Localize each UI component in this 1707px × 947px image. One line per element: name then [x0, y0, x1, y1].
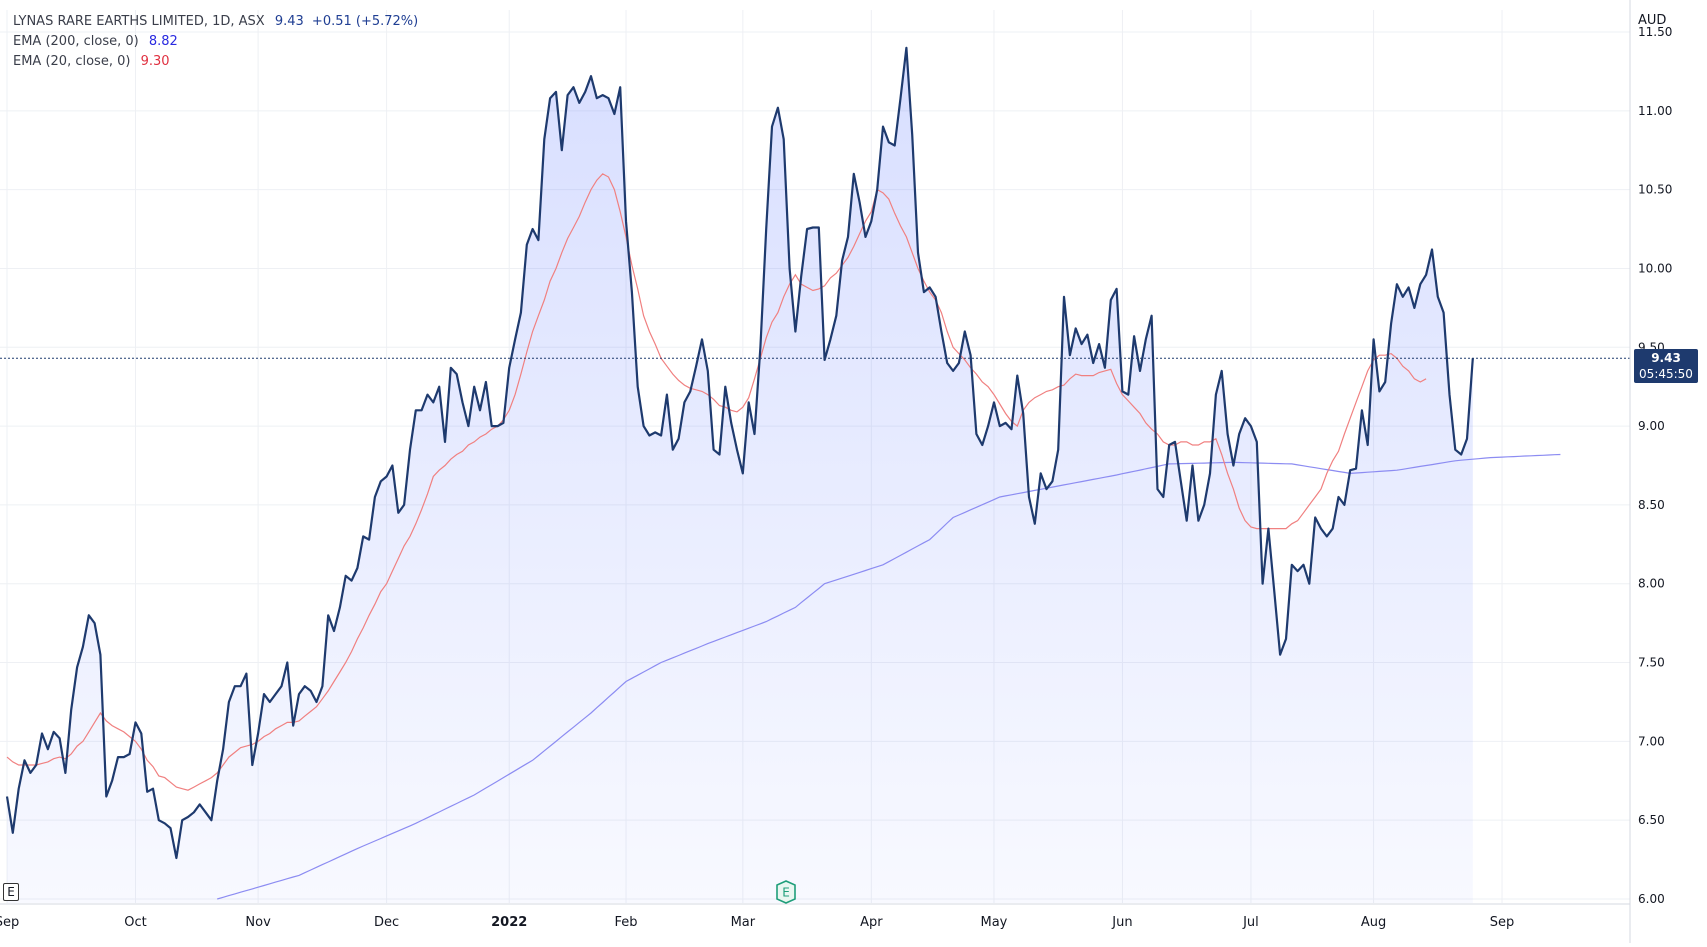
y-tick-label: 7.50 — [1638, 656, 1665, 670]
price-axis[interactable]: 6.006.507.007.508.008.509.009.5010.0010.… — [1629, 0, 1672, 943]
earnings-marker-icon[interactable]: E — [775, 880, 797, 904]
last-price-tag-value: 9.43 — [1651, 351, 1681, 366]
y-tick-label: 10.00 — [1638, 261, 1672, 275]
last-price-tag: 9.43 05:45:50 — [1634, 349, 1698, 384]
legend-ema20-row[interactable]: EMA (20, close, 0) 9.30 — [13, 52, 418, 72]
x-tick-label: Feb — [615, 915, 638, 930]
ema200-label: EMA (200, close, 0) — [13, 34, 139, 49]
x-tick-label: Mar — [731, 915, 756, 930]
y-tick-label: 7.00 — [1638, 734, 1665, 748]
x-tick-label: Jun — [1111, 915, 1132, 930]
legend-symbol-row[interactable]: LYNAS RARE EARTHS LIMITED, 1D, ASX 9.43 … — [13, 12, 418, 32]
price-area-fill — [7, 47, 1473, 904]
ema200-line — [217, 453, 1561, 900]
x-tick-label: Sep — [1490, 915, 1515, 930]
x-tick-label: Aug — [1361, 915, 1386, 930]
bar-countdown: 05:45:50 — [1639, 367, 1693, 382]
y-tick-label: 6.50 — [1638, 813, 1665, 827]
y-tick-label: 11.50 — [1638, 25, 1672, 39]
x-tick-label: Oct — [124, 915, 146, 930]
ema20-value: 9.30 — [140, 54, 170, 69]
x-tick-label: Apr — [860, 915, 883, 930]
ema20-line — [6, 173, 1427, 791]
y-tick-label: 11.00 — [1638, 104, 1672, 118]
time-axis[interactable]: Sep Oct Nov Dec 2022 Feb Mar Apr May Jun Jul Aug Sep — [0, 903, 1630, 930]
y-tick-label: 8.00 — [1638, 577, 1665, 591]
symbol-title: LYNAS RARE EARTHS LIMITED, 1D, ASX — [13, 14, 265, 29]
x-tick-label: Nov — [245, 915, 271, 930]
x-tick-label: Dec — [374, 915, 399, 930]
ema20-series — [6, 173, 1427, 791]
ema200-value: 8.82 — [148, 34, 178, 49]
legend-ema200-row[interactable]: EMA (200, close, 0) 8.82 — [13, 32, 418, 52]
x-tick-label: Sep — [0, 915, 19, 930]
y-tick-label: 10.50 — [1638, 183, 1672, 197]
x-tick-label: 2022 — [491, 915, 527, 930]
ema200-series — [217, 453, 1561, 900]
price-series — [5, 46, 1474, 860]
x-tick-label: May — [981, 915, 1008, 930]
x-tick-label: Jul — [1242, 915, 1259, 930]
price-area — [7, 47, 1473, 904]
last-price-value: 9.43 — [274, 14, 304, 29]
currency-label[interactable]: AUD — [1638, 13, 1667, 28]
y-tick-label: 8.50 — [1638, 498, 1665, 512]
y-tick-label: 6.00 — [1638, 892, 1665, 906]
ema20-label: EMA (20, close, 0) — [13, 54, 131, 69]
price-change-value: +0.51 (+5.72%) — [311, 14, 419, 29]
y-tick-label: 9.00 — [1638, 419, 1665, 433]
earnings-marker-label: E — [782, 886, 790, 900]
chart-legend: LYNAS RARE EARTHS LIMITED, 1D, ASX 9.43 … — [13, 12, 418, 72]
events-toggle-icon[interactable]: E — [3, 883, 19, 901]
price-line — [5, 46, 1474, 860]
